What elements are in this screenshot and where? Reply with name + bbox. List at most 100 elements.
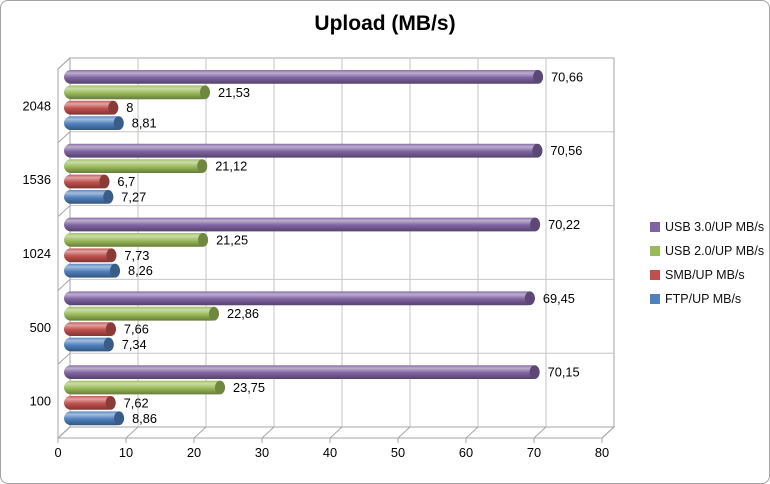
value-label: 69,45 (543, 291, 575, 306)
x-axis-tick (465, 426, 479, 439)
bar-end-cap (99, 174, 110, 189)
bar-end-cap (113, 116, 124, 130)
bar-usb-3-0-up-mb-s-100 (64, 365, 540, 379)
value-label: 22,86 (227, 306, 259, 321)
bar-end-cap (108, 100, 119, 115)
bar-end-cap (199, 85, 210, 100)
value-label: 8,86 (132, 411, 157, 426)
bar-usb-2-0-up-mb-s-500 (64, 306, 219, 321)
bar-end-cap (110, 263, 121, 278)
legend-label: USB 3.0/UP MB/s (665, 219, 765, 234)
bar-usb-2-0-up-mb-s-1536 (64, 159, 208, 173)
x-tick-label: 40 (323, 445, 337, 460)
bar-end-cap (198, 233, 209, 247)
bar-ftp-up-mb-s-500 (64, 337, 114, 352)
y-axis-tick (57, 279, 71, 291)
bar-usb-2-0-up-mb-s-1024 (64, 233, 209, 247)
bar-end-cap (529, 365, 540, 379)
bar-end-cap (106, 248, 117, 263)
bar-usb-3-0-up-mb-s-500 (64, 291, 535, 306)
legend-item-usb-3-0-up-mb-s: USB 3.0/UP MB/s (650, 219, 764, 234)
value-label: 7,62 (124, 395, 149, 410)
value-label: 23,75 (233, 380, 265, 395)
x-axis-tick (125, 426, 139, 439)
bar-smb-up-mb-s-1024 (64, 248, 117, 263)
value-label: 70,66 (551, 69, 583, 84)
value-label: 21,25 (216, 232, 248, 247)
x-tick-label: 10 (119, 445, 133, 460)
legend-item-smb-up-mb-s: SMB/UP MB/s (650, 267, 764, 282)
value-label: 8,81 (132, 116, 157, 131)
bar-end-cap (197, 159, 208, 174)
value-label: 70,56 (550, 143, 582, 158)
legend: USB 3.0/UP MB/s USB 2.0/UP MB/s SMB/UP MB/… (650, 219, 764, 315)
value-label: 8,26 (128, 263, 153, 278)
bar-end-cap (105, 396, 116, 410)
x-axis-tick (329, 426, 343, 439)
x-tick-label: 70 (527, 445, 541, 460)
value-label: 7,73 (124, 248, 149, 263)
x-tick-label: 30 (255, 445, 269, 460)
bar-ftp-up-mb-s-1024 (64, 263, 121, 278)
category-label: 1024 (23, 246, 51, 261)
value-label: 8 (126, 100, 133, 115)
legend-item-ftp-up-mb-s: FTP/UP MB/s (650, 291, 764, 306)
value-label: 21,53 (218, 85, 250, 100)
bar-end-cap (532, 143, 543, 158)
category-label: 2048 (23, 98, 51, 113)
bar-usb-2-0-up-mb-s-2048 (64, 85, 210, 100)
bar-end-cap (524, 291, 535, 306)
bar-end-cap (208, 306, 219, 321)
bar-smb-up-mb-s-100 (64, 396, 116, 410)
category-label: 1536 (23, 172, 51, 187)
bar-end-cap (103, 337, 114, 352)
value-label: 6,7 (117, 174, 135, 189)
value-label: 7,66 (124, 322, 149, 337)
y-axis-tick (57, 426, 71, 439)
bar-smb-up-mb-s-500 (64, 322, 116, 336)
y-axis-tick (57, 131, 71, 144)
bar-usb-3-0-up-mb-s-1024 (64, 217, 541, 232)
bar-end-cap (103, 190, 114, 204)
x-tick-label: 20 (187, 445, 201, 460)
x-tick-label: 60 (459, 445, 473, 460)
bar-smb-up-mb-s-2048 (64, 100, 119, 115)
y-axis-tick (57, 352, 71, 365)
bar-smb-up-mb-s-1536 (64, 174, 110, 189)
bar-end-cap (533, 70, 544, 84)
value-label: 21,12 (215, 159, 247, 174)
legend-swatch (650, 245, 660, 256)
x-axis-tick (261, 426, 275, 439)
bar-end-cap (114, 411, 125, 426)
bar-usb-3-0-up-mb-s-2048 (64, 70, 544, 84)
legend-item-usb-2-0-up-mb-s: USB 2.0/UP MB/s (650, 243, 764, 258)
category-label: 100 (30, 394, 51, 409)
bar-end-cap (530, 217, 541, 232)
legend-label: SMB/UP MB/s (665, 267, 745, 282)
bar-ftp-up-mb-s-1536 (64, 190, 114, 204)
legend-swatch (650, 293, 660, 304)
bar-end-cap (215, 380, 226, 395)
bar-ftp-up-mb-s-100 (64, 411, 125, 426)
bar-end-cap (105, 322, 116, 336)
category-label: 500 (30, 320, 51, 335)
bar-usb-2-0-up-mb-s-100 (64, 380, 226, 395)
plot-left-wall (57, 56, 71, 440)
x-tick-label: 50 (391, 445, 405, 460)
legend-label: FTP/UP MB/s (665, 291, 742, 306)
legend-swatch (650, 221, 660, 232)
value-label: 7,34 (122, 337, 147, 352)
y-axis-tick (57, 57, 71, 70)
bar-usb-3-0-up-mb-s-1536 (64, 143, 543, 158)
value-label: 70,22 (548, 217, 580, 232)
x-axis-tick (533, 426, 547, 439)
x-tick-label: 80 (595, 445, 609, 460)
legend-label: USB 2.0/UP MB/s (665, 243, 765, 258)
y-axis-tick (57, 205, 71, 217)
x-tick-label: 0 (54, 445, 61, 460)
x-axis-tick (601, 426, 615, 439)
value-label: 7,27 (121, 189, 146, 204)
x-axis-tick (397, 426, 411, 439)
